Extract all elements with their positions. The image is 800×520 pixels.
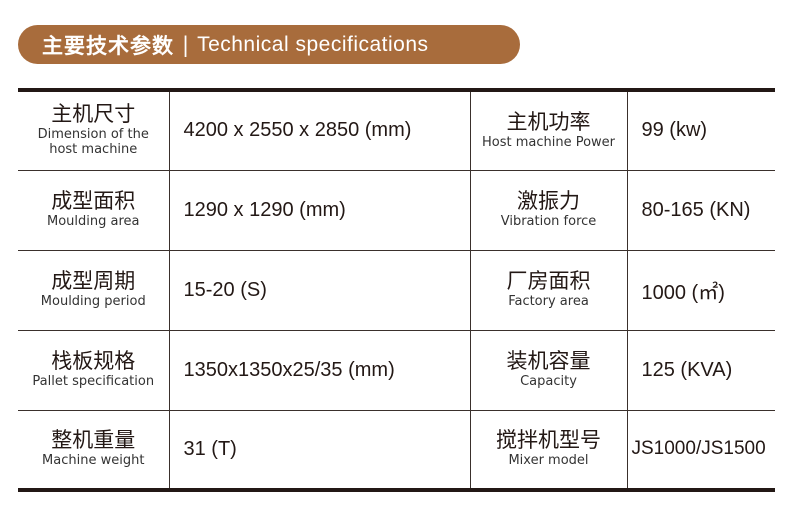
spec-label: 搅拌机型号 Mixer model bbox=[469, 409, 628, 491]
section-title-banner: 主要技术参数 | Technical specifications bbox=[18, 25, 520, 64]
label-chinese: 搅拌机型号 bbox=[496, 428, 601, 453]
label-chinese: 厂房面积 bbox=[506, 268, 591, 293]
label-chinese: 成型面积 bbox=[51, 188, 136, 213]
spec-label: 成型面积 Moulding area bbox=[18, 169, 170, 251]
label-english: Mixer model bbox=[508, 453, 589, 469]
spec-value: 99 (kw) bbox=[626, 89, 775, 171]
spec-value: 1350x1350x25/35 (mm) bbox=[168, 329, 471, 411]
table-row: 主机尺寸 Dimension of the host machine 4200 x … bbox=[18, 89, 775, 171]
spec-value: 31 (T) bbox=[168, 409, 471, 491]
spec-label: 厂房面积 Factory area bbox=[469, 249, 628, 331]
title-english: Technical specifications bbox=[197, 32, 429, 56]
spec-value: 4200 x 2550 x 2850 (mm) bbox=[168, 89, 471, 171]
spec-value: JS1000/JS1500 bbox=[626, 409, 775, 491]
table-row: 成型面积 Moulding area 1290 x 1290 (mm) 激振力 Vibr… bbox=[18, 169, 775, 251]
title-chinese: 主要技术参数 bbox=[42, 33, 174, 58]
label-english: Moulding period bbox=[40, 293, 146, 309]
spec-label: 栈板规格 Pallet specification bbox=[18, 329, 170, 411]
spec-value: 125 (KVA) bbox=[626, 329, 775, 411]
spec-label: 成型周期 Moulding period bbox=[18, 249, 170, 331]
label-english: Moulding area bbox=[47, 213, 140, 229]
spec-label: 激振力 Vibration force bbox=[469, 169, 628, 251]
label-chinese: 装机容量 bbox=[506, 348, 591, 373]
spec-label: 主机尺寸 Dimension of the host machine bbox=[18, 89, 170, 171]
label-english: Host machine Power bbox=[481, 134, 616, 150]
label-chinese: 整机重量 bbox=[51, 428, 136, 453]
spec-label: 装机容量 Capacity bbox=[469, 329, 628, 411]
label-english: Capacity bbox=[520, 373, 577, 389]
spec-value: 15-20 (S) bbox=[168, 249, 471, 331]
spec-table: 主机尺寸 Dimension of the host machine 4200 x … bbox=[18, 88, 775, 492]
title-separator: | bbox=[182, 32, 190, 57]
label-chinese: 激振力 bbox=[517, 188, 580, 213]
label-chinese: 栈板规格 bbox=[51, 348, 136, 373]
label-english: Factory area bbox=[508, 293, 589, 309]
label-english: Pallet specification bbox=[32, 373, 155, 389]
spec-label: 整机重量 Machine weight bbox=[18, 409, 170, 491]
label-chinese: 成型周期 bbox=[51, 268, 136, 293]
spec-value: 80-165 (KN) bbox=[626, 169, 775, 251]
label-english: Machine weight bbox=[42, 453, 145, 469]
label-chinese: 主机尺寸 bbox=[51, 102, 136, 127]
table-row: 整机重量 Machine weight 31 (T) 搅拌机型号 Mixer model… bbox=[18, 409, 775, 491]
spec-value: 1290 x 1290 (mm) bbox=[168, 169, 471, 251]
label-english: Vibration force bbox=[500, 213, 597, 229]
label-chinese: 主机功率 bbox=[506, 109, 591, 134]
label-english: Dimension of the host machine bbox=[37, 127, 149, 157]
spec-label: 主机功率 Host machine Power bbox=[469, 89, 628, 171]
table-row: 成型周期 Moulding period 15-20 (S) 厂房面积 Factory … bbox=[18, 249, 775, 331]
spec-value: 1000 (㎡) bbox=[626, 249, 775, 331]
table-row: 栈板规格 Pallet specification 1350x1350x25/35 … bbox=[18, 329, 775, 411]
